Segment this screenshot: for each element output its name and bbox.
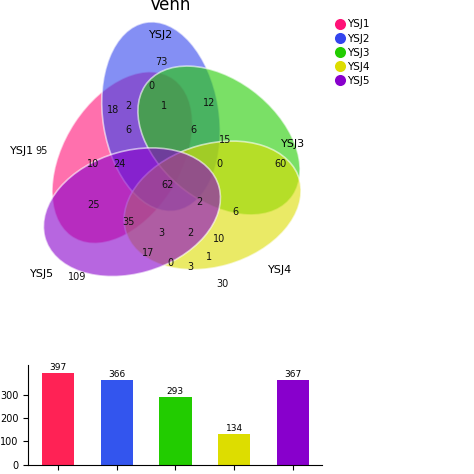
Bar bbox=[277, 380, 309, 465]
Text: 1: 1 bbox=[206, 252, 212, 262]
Text: 95: 95 bbox=[36, 146, 48, 156]
Text: 35: 35 bbox=[123, 218, 135, 228]
Title: Venn: Venn bbox=[150, 0, 191, 14]
Legend: YSJ1, YSJ2, YSJ3, YSJ4, YSJ5: YSJ1, YSJ2, YSJ3, YSJ4, YSJ5 bbox=[337, 19, 370, 86]
Text: YSJ3: YSJ3 bbox=[281, 139, 305, 149]
Text: 366: 366 bbox=[108, 370, 125, 379]
Text: 73: 73 bbox=[155, 57, 167, 67]
Text: 62: 62 bbox=[161, 180, 173, 190]
Ellipse shape bbox=[52, 72, 192, 243]
Text: 397: 397 bbox=[49, 363, 66, 372]
Text: 3: 3 bbox=[158, 228, 164, 237]
Text: 0: 0 bbox=[168, 258, 173, 268]
Text: YSJ1: YSJ1 bbox=[10, 146, 35, 156]
Text: 12: 12 bbox=[203, 98, 216, 108]
Bar bbox=[218, 434, 250, 465]
Ellipse shape bbox=[44, 148, 220, 276]
Text: YSJ2: YSJ2 bbox=[149, 30, 173, 40]
Text: 2: 2 bbox=[126, 101, 132, 111]
Text: 6: 6 bbox=[232, 207, 238, 217]
Bar bbox=[100, 380, 133, 465]
Ellipse shape bbox=[138, 66, 300, 215]
Text: 10: 10 bbox=[87, 159, 100, 169]
Text: 293: 293 bbox=[167, 387, 184, 396]
Text: 30: 30 bbox=[216, 279, 228, 289]
Text: 2: 2 bbox=[187, 228, 193, 237]
Text: 0: 0 bbox=[216, 159, 222, 169]
Text: 60: 60 bbox=[274, 159, 286, 169]
Text: 17: 17 bbox=[142, 248, 154, 258]
Text: 18: 18 bbox=[107, 105, 119, 115]
Text: 10: 10 bbox=[213, 235, 225, 245]
Bar bbox=[42, 373, 74, 465]
Text: 0: 0 bbox=[148, 81, 155, 91]
Text: 3: 3 bbox=[187, 262, 193, 272]
Text: 25: 25 bbox=[87, 201, 100, 210]
Text: 2: 2 bbox=[197, 197, 203, 207]
Text: YSJ4: YSJ4 bbox=[268, 265, 292, 275]
Text: YSJ5: YSJ5 bbox=[30, 269, 54, 279]
Text: 367: 367 bbox=[284, 370, 301, 379]
Text: 109: 109 bbox=[68, 272, 86, 282]
Ellipse shape bbox=[124, 141, 301, 270]
Text: 24: 24 bbox=[113, 159, 125, 169]
Text: 15: 15 bbox=[219, 136, 232, 146]
Text: 6: 6 bbox=[190, 125, 196, 135]
Text: 1: 1 bbox=[161, 101, 167, 111]
Text: 134: 134 bbox=[226, 424, 243, 433]
Ellipse shape bbox=[102, 22, 220, 211]
Text: 6: 6 bbox=[126, 125, 132, 135]
Bar bbox=[159, 397, 191, 465]
